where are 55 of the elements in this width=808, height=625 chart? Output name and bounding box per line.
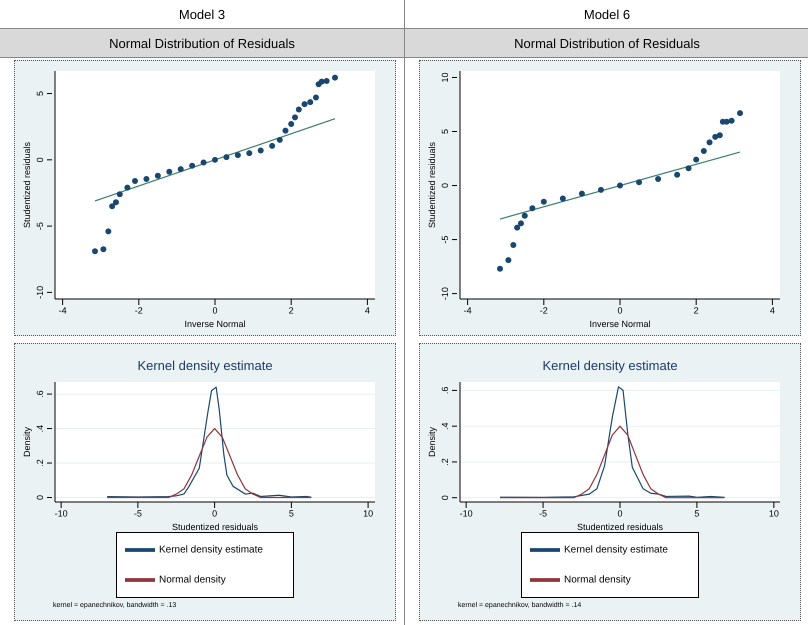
x-tick-label: 0 bbox=[617, 305, 623, 316]
y-tick-label: 10 bbox=[440, 72, 450, 82]
y-tick-label: 0 bbox=[35, 495, 45, 500]
x-tick-label: 5 bbox=[288, 508, 294, 518]
y-tick-label: .6 bbox=[35, 390, 45, 398]
x-axis-title: Inverse Normal bbox=[589, 319, 651, 329]
legend-label: Kernel density estimate bbox=[159, 544, 263, 556]
y-axis-title: Density bbox=[427, 426, 438, 458]
x-tick-label: 4 bbox=[770, 305, 775, 316]
x-tick-label: 0 bbox=[617, 508, 623, 518]
legend-label: Normal density bbox=[564, 574, 631, 586]
x-tick-label: 2 bbox=[694, 305, 699, 316]
y-tick-label: -5 bbox=[35, 222, 45, 230]
x-axis-title: Studentized residuals bbox=[172, 522, 259, 532]
y-tick-label: 0 bbox=[35, 157, 45, 162]
chart-title: Model 6 bbox=[405, 0, 808, 29]
chart-subtitle: Normal Distribution of Residuals bbox=[405, 29, 808, 58]
y-axis-title: Density bbox=[22, 426, 32, 458]
x-tick-label: 4 bbox=[364, 305, 370, 316]
y-tick-label: -10 bbox=[35, 286, 45, 299]
chart-title: Kernel density estimate bbox=[136, 358, 274, 373]
y-tick-label: 5 bbox=[440, 129, 450, 134]
y-axis-title: Studentized residuals bbox=[22, 141, 32, 228]
y-tick-label: 0 bbox=[440, 183, 450, 188]
y-tick-label: .6 bbox=[440, 386, 450, 394]
x-tick-label: -10 bbox=[54, 508, 68, 518]
chart-title: Model 3 bbox=[0, 0, 404, 29]
x-tick-label: 10 bbox=[363, 508, 374, 518]
x-tick-label: -4 bbox=[58, 305, 67, 316]
x-tick-label: 5 bbox=[694, 508, 700, 518]
x-tick-label: -5 bbox=[134, 508, 142, 518]
y-tick-label: .2 bbox=[35, 459, 45, 467]
x-tick-label: -2 bbox=[134, 305, 143, 316]
x-axis-title: Inverse Normal bbox=[184, 319, 246, 329]
x-tick-label: -2 bbox=[540, 305, 548, 316]
chart-title: Kernel density estimate bbox=[541, 358, 679, 373]
x-axis-title: Studentized residuals bbox=[576, 522, 664, 532]
x-tick-label: 10 bbox=[768, 508, 779, 518]
legend-label: Kernel density estimate bbox=[564, 544, 668, 556]
y-tick-label: 5 bbox=[35, 91, 45, 96]
y-tick-label: -5 bbox=[440, 236, 450, 244]
x-tick-label: 2 bbox=[288, 305, 294, 316]
x-tick-label: -4 bbox=[464, 305, 472, 316]
x-tick-label: -10 bbox=[460, 508, 473, 518]
x-tick-label: -5 bbox=[539, 508, 548, 518]
chart-subtitle: Normal Distribution of Residuals bbox=[0, 29, 404, 58]
x-tick-label: 0 bbox=[212, 508, 218, 518]
y-tick-label: -10 bbox=[440, 287, 450, 300]
y-tick-label: .2 bbox=[440, 458, 450, 466]
y-tick-label: .4 bbox=[440, 422, 450, 430]
y-tick-label: .4 bbox=[35, 424, 45, 432]
y-tick-label: 0 bbox=[440, 495, 450, 500]
legend-label: Normal density bbox=[159, 574, 226, 586]
y-axis-title: Studentized residuals bbox=[427, 141, 438, 228]
x-tick-label: 0 bbox=[212, 305, 218, 316]
